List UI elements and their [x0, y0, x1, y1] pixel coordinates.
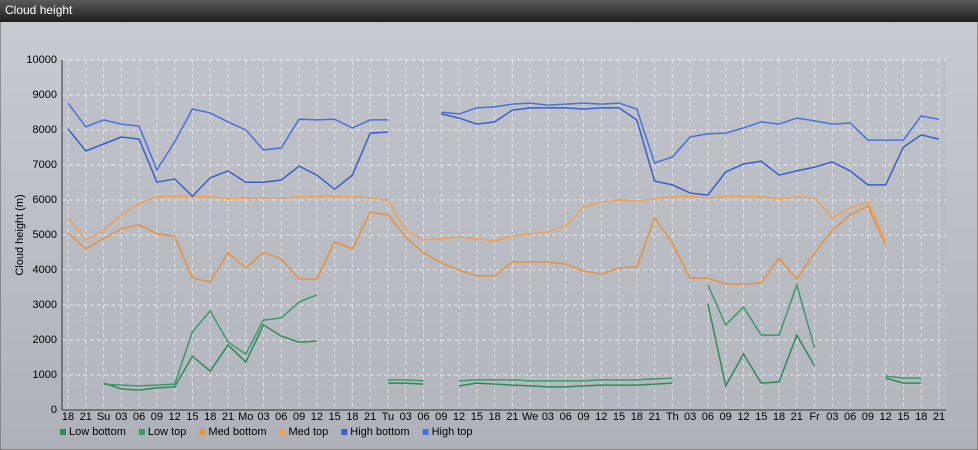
x-tick-label: 06	[844, 411, 856, 423]
x-tick-label: 18	[773, 411, 785, 423]
x-tick-label: 12	[453, 411, 465, 423]
y-tick-label: 4000	[33, 264, 57, 276]
x-tick-label: 18	[62, 411, 74, 423]
series-line	[67, 195, 887, 242]
x-tick-label: 15	[471, 411, 483, 423]
x-tick-label: 03	[115, 411, 127, 423]
series-line	[67, 107, 940, 198]
x-tick-label: 15	[186, 411, 198, 423]
legend-label: Low bottom	[69, 426, 126, 438]
legend-label: Med bottom	[208, 426, 266, 438]
x-tick-label: 03	[684, 411, 696, 423]
y-tick-label: 6000	[33, 194, 57, 206]
y-tick-label: 5000	[33, 229, 57, 241]
legend-label: Low top	[148, 426, 187, 438]
y-tick-label: 10000	[26, 54, 57, 66]
x-tick-label: 15	[755, 411, 767, 423]
x-tick-label: 12	[737, 411, 749, 423]
legend-label: High top	[432, 426, 473, 438]
y-tick-label: 1000	[33, 369, 57, 381]
legend-swatch[interactable]	[60, 429, 66, 435]
x-tick-label: 06	[417, 411, 429, 423]
x-tick-label: 06	[560, 411, 572, 423]
y-tick-label: 0	[51, 404, 57, 416]
chart-title: Cloud height	[5, 3, 73, 17]
x-tick-label: 09	[577, 411, 589, 423]
x-tick-label: 15	[329, 411, 341, 423]
x-tick-label: 09	[720, 411, 732, 423]
y-tick-label: 8000	[33, 124, 57, 136]
x-tick-label: 09	[151, 411, 163, 423]
x-tick-label: 21	[364, 411, 376, 423]
x-tick-label: 03	[257, 411, 269, 423]
title-bar	[0, 0, 978, 22]
x-tick-label: 15	[897, 411, 909, 423]
x-tick-label: 09	[293, 411, 305, 423]
x-tick-label: Th	[666, 411, 679, 423]
series-line	[67, 102, 940, 172]
x-tick-label: 06	[133, 411, 145, 423]
legend-swatch[interactable]	[138, 429, 145, 435]
x-tick-label: Fr	[809, 411, 820, 423]
x-tick-label: 21	[648, 411, 660, 423]
legend-swatch[interactable]	[341, 429, 348, 435]
legend-swatch[interactable]	[279, 429, 286, 435]
x-tick-label: 12	[880, 411, 892, 423]
x-tick-label: 21	[80, 411, 92, 423]
legend-label: High bottom	[350, 426, 409, 438]
x-tick-label: 06	[702, 411, 714, 423]
legend-swatch[interactable]	[422, 429, 429, 435]
series-line	[103, 303, 922, 391]
x-tick-label: Mo	[238, 411, 253, 423]
x-tick-label: 15	[613, 411, 625, 423]
x-tick-label: 21	[222, 411, 234, 423]
x-tick-label: 21	[791, 411, 803, 423]
x-tick-label: 18	[631, 411, 643, 423]
x-tick-label: 12	[311, 411, 323, 423]
y-tick-label: 3000	[33, 299, 57, 311]
y-tick-label: 9000	[33, 89, 57, 101]
x-tick-label: 03	[826, 411, 838, 423]
y-axis-label: Cloud height (m)	[14, 194, 26, 275]
x-tick-label: 18	[346, 411, 358, 423]
x-tick-label: 12	[169, 411, 181, 423]
series-line	[67, 204, 887, 285]
legend-swatch[interactable]	[199, 429, 206, 435]
x-tick-label: 21	[506, 411, 518, 423]
x-tick-label: 09	[862, 411, 874, 423]
x-tick-label: 18	[915, 411, 927, 423]
series-line	[103, 282, 922, 387]
x-tick-label: Su	[97, 411, 110, 423]
x-tick-label: 03	[400, 411, 412, 423]
x-tick-label: 21	[933, 411, 945, 423]
legend-label: Med top	[289, 426, 329, 438]
x-tick-label: 09	[435, 411, 447, 423]
y-tick-label: 2000	[33, 334, 57, 346]
x-tick-label: 06	[275, 411, 287, 423]
x-tick-label: Tu	[382, 411, 394, 423]
x-tick-label: We	[522, 411, 538, 423]
y-tick-label: 7000	[33, 159, 57, 171]
x-tick-label: 12	[595, 411, 607, 423]
x-tick-label: 03	[542, 411, 554, 423]
x-tick-label: 18	[204, 411, 216, 423]
x-tick-label: 18	[488, 411, 500, 423]
